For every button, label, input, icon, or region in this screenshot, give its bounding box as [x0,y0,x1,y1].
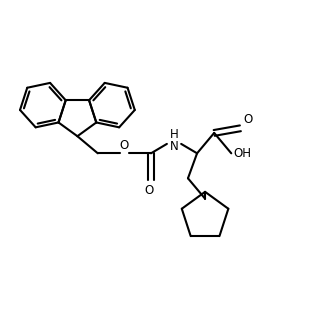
Text: O: O [120,139,129,152]
Text: O: O [243,113,252,126]
Text: H
N: H N [170,127,179,152]
Text: O: O [145,184,154,197]
Text: OH: OH [234,147,252,160]
